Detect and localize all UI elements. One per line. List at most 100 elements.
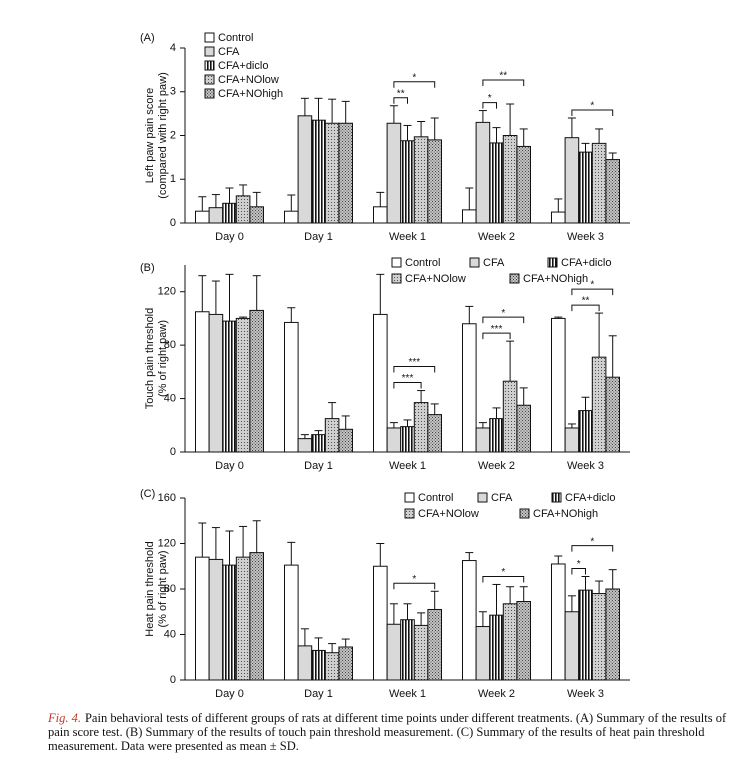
bar	[400, 426, 415, 453]
legend-label: Control	[218, 32, 253, 44]
significance-bracket	[571, 109, 614, 116]
y-axis-label: Touch pain threshold	[144, 308, 156, 410]
legend-label: CFA+NOlow	[405, 273, 466, 285]
panel-label: (C)	[140, 488, 155, 500]
bar	[222, 320, 237, 453]
y-tick-label: 40	[164, 392, 176, 404]
legend-label: Control	[405, 257, 440, 269]
x-tick-label: Day 0	[215, 460, 244, 472]
bar	[249, 206, 264, 224]
x-tick-label: Week 2	[478, 231, 515, 243]
x-tick-label: Day 1	[304, 460, 333, 472]
bar	[551, 211, 566, 224]
y-tick-label: 4	[170, 42, 176, 54]
bar	[489, 614, 504, 681]
bar	[311, 119, 326, 224]
bar	[284, 321, 299, 453]
bar	[297, 115, 313, 224]
x-tick-label: Day 1	[304, 688, 333, 700]
bar	[195, 210, 210, 224]
y-tick-label: 80	[164, 339, 176, 351]
bar	[475, 427, 491, 453]
y-axis-label: (% of right paw)	[157, 320, 169, 397]
panel-label: (A)	[140, 32, 155, 44]
legend-label: CFA	[218, 46, 240, 58]
bar	[502, 603, 518, 681]
significance-label: *	[412, 574, 416, 585]
bar	[386, 427, 402, 453]
bar	[462, 209, 477, 224]
significance-bracket	[571, 288, 614, 296]
x-tick-label: Week 3	[567, 688, 604, 700]
legend-swatch	[404, 492, 415, 503]
significance-bracket	[482, 102, 497, 109]
bar	[311, 649, 326, 681]
bar	[516, 601, 532, 681]
significance-label: *	[577, 559, 581, 570]
legend-swatch	[204, 60, 215, 71]
y-tick-label: 80	[164, 583, 176, 595]
significance-bracket	[482, 575, 525, 583]
significance-label: **	[499, 71, 507, 82]
bar	[338, 428, 353, 453]
y-tick-label: 3	[170, 86, 176, 98]
y-tick-label: 0	[170, 217, 176, 229]
y-tick-label: 2	[170, 129, 176, 141]
legend-swatch	[469, 257, 480, 268]
bar	[386, 122, 402, 224]
bar	[564, 427, 580, 453]
significance-bracket	[393, 366, 436, 373]
bar	[249, 309, 264, 453]
bar	[591, 356, 607, 453]
legend-label: Control	[418, 492, 453, 504]
x-tick-label: Day 1	[304, 231, 333, 243]
bar	[373, 565, 388, 681]
y-tick-label: 160	[158, 492, 176, 504]
bar	[427, 139, 442, 224]
x-tick-label: Week 1	[389, 231, 426, 243]
y-axis-label: (% of right paw)	[157, 550, 169, 627]
bar	[551, 317, 566, 453]
bar	[551, 563, 566, 681]
bar	[578, 589, 593, 681]
x-tick-label: Week 3	[567, 460, 604, 472]
bar	[195, 556, 210, 681]
y-tick-label: 0	[170, 446, 176, 458]
bar	[413, 402, 429, 453]
bar	[235, 195, 251, 224]
significance-bracket	[482, 316, 525, 324]
bar	[297, 645, 313, 681]
bar	[324, 122, 340, 224]
significance-bracket	[393, 382, 422, 389]
legend-swatch	[204, 32, 215, 43]
bar	[475, 121, 491, 224]
legend-label: CFA+diclo	[565, 492, 615, 504]
significance-label: ***	[408, 357, 420, 368]
bar	[222, 202, 237, 224]
y-tick-label: 120	[158, 286, 176, 298]
bar	[502, 380, 518, 453]
bar	[475, 626, 491, 681]
bar	[222, 564, 237, 681]
significance-label: *	[501, 308, 505, 319]
bar	[249, 552, 264, 681]
bar	[516, 145, 532, 224]
significance-bracket	[571, 567, 586, 575]
bar	[324, 418, 340, 453]
bar	[284, 210, 299, 224]
bar	[564, 137, 580, 224]
bar	[605, 159, 621, 224]
bar	[400, 619, 415, 681]
x-tick-label: Week 2	[478, 688, 515, 700]
significance-label: *	[501, 567, 505, 578]
bar	[284, 564, 299, 681]
bar	[462, 323, 477, 453]
y-tick-label: 120	[158, 537, 176, 549]
legend-swatch	[551, 492, 562, 503]
bar	[311, 434, 326, 453]
bar	[427, 414, 442, 453]
legend-label: CFA+NOhigh	[533, 508, 598, 520]
bar	[324, 652, 340, 681]
x-tick-label: Week 2	[478, 460, 515, 472]
